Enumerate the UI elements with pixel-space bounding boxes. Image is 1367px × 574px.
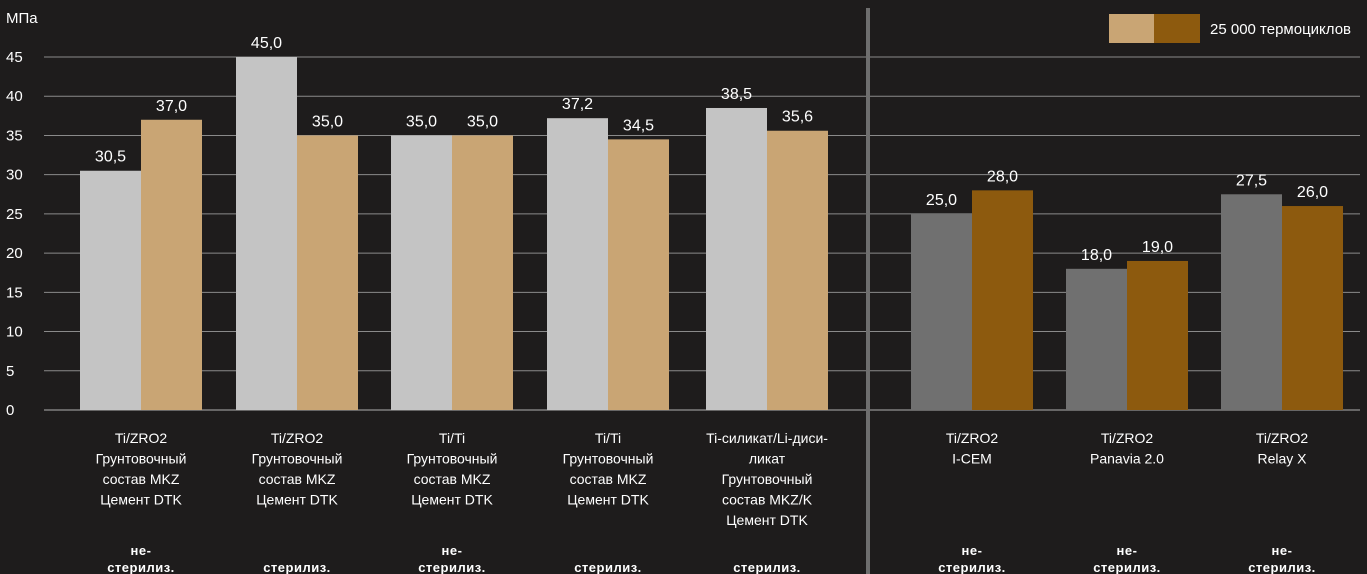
sterilization-label: стерилиз. [938,560,1006,574]
y-tick-label: 30 [6,167,23,184]
value-label: 35,6 [782,109,813,126]
category-label-line: Ti/ZRO2 [1256,430,1309,446]
legend: 25 000 термоциклов [1109,14,1351,43]
y-tick-label: 45 [6,49,23,66]
sterilization-label: стерилиз. [107,560,175,574]
category-label-line: Грунтовочный [407,451,498,467]
sterilization-label: стерилиз. [418,560,486,574]
sterilization-label: стерилиз. [263,560,331,574]
bar-g5-s1 [706,107,767,410]
y-tick-label: 20 [6,245,23,262]
category-label-line: Ti/ZRO2 [115,430,168,446]
legend-swatch-dark [1154,14,1200,43]
category-label-line: Relay X [1257,451,1307,467]
y-tick-label: 5 [6,363,14,380]
legend-label: 25 000 термоциклов [1210,21,1351,38]
category-label-line: Цемент DTK [567,492,649,508]
y-axis-unit: МПа [6,10,38,27]
value-label: 45,0 [251,35,282,52]
bar-g1-s2 [141,119,202,410]
bar-g3-s1 [391,135,452,410]
bar-g8-s1 [1221,194,1282,410]
sterilization-label: не- [1117,543,1138,558]
bar-g4-s2 [608,139,669,410]
value-label: 37,2 [562,96,593,113]
value-label: 26,0 [1297,184,1328,201]
value-label: 28,0 [987,168,1018,185]
value-label: 37,0 [156,98,187,115]
sterilization-label: не- [131,543,152,558]
bar-g2-s1 [236,57,297,410]
category-label-line: состав MKZ/K [722,492,813,508]
bar-g7-s1 [1066,268,1127,410]
category-label-line: Ti/ZRO2 [271,430,324,446]
bar-g1-s1 [80,170,141,410]
category-label-line: Ti/ZRO2 [1101,430,1154,446]
category-label-line: Грунтовочный [563,451,654,467]
category-label-line: I-CEM [952,451,992,467]
value-label: 19,0 [1142,239,1173,256]
value-labels: 30,5 37,0 45,0 35,0 35,0 35,0 37,2 34,5 38,5 35,6… [95,35,1328,264]
value-label: 34,5 [623,117,654,134]
category-label-line: состав MKZ [259,471,336,487]
category-label-line: Ti/Ti [439,430,465,446]
sterilization-label: стерилиз. [733,560,801,574]
value-label: 25,0 [926,192,957,209]
y-tick-label: 40 [6,88,23,105]
bar-g2-s2 [297,135,358,410]
sterilization-label: стерилиз. [1248,560,1316,574]
sterilization-label: не- [962,543,983,558]
sterilization-label: не- [442,543,463,558]
sterilization-label: стерилиз. [1093,560,1161,574]
category-label-line: состав MKZ [570,471,647,487]
bar-g6-s2 [972,190,1033,410]
category-label-line: ликат [749,451,786,467]
category-label-line: Грунтовочный [722,471,813,487]
bar-g4-s1 [547,118,608,410]
legend-swatch-light [1109,14,1154,43]
category-label-line: Цемент DTK [411,492,493,508]
sterilization-label: не- [1272,543,1293,558]
y-tick-label: 15 [6,284,23,301]
bar-g3-s2 [452,135,513,410]
category-label-line: Panavia 2.0 [1090,451,1164,467]
category-label-line: Ti/ZRO2 [946,430,999,446]
category-label-line: Цемент DTK [256,492,338,508]
category-labels: Ti/ZRO2 Грунтовочный состав MKZ Цемент DTK н… [96,430,1316,574]
bar-g5-s2 [767,130,828,410]
value-label: 27,5 [1236,172,1267,189]
y-tick-label: 0 [6,402,14,419]
y-tick-label: 35 [6,127,23,144]
sterilization-label: стерилиз. [574,560,642,574]
bars [80,57,1343,410]
category-label-line: Цемент DTK [100,492,182,508]
value-label: 30,5 [95,149,126,166]
y-tick-label: 10 [6,324,23,341]
y-tick-label: 25 [6,206,23,223]
category-label-line: состав MKZ [414,471,491,487]
category-label-line: Цемент DTK [726,512,808,528]
category-label-line: Ti-силикат/Li-диси- [706,430,828,446]
bar-g7-s2 [1127,260,1188,410]
value-label: 38,5 [721,86,752,103]
category-label-line: Грунтовочный [252,451,343,467]
value-label: 35,0 [312,113,343,130]
category-label-line: Ti/Ti [595,430,621,446]
value-label: 35,0 [406,113,437,130]
category-label-line: Грунтовочный [96,451,187,467]
y-axis-ticks: 0 5 10 15 20 25 30 35 40 45 [6,49,23,419]
bar-g6-s1 [911,213,972,410]
value-label: 35,0 [467,113,498,130]
category-label-line: состав MKZ [103,471,180,487]
value-label: 18,0 [1081,247,1112,264]
bar-g8-s2 [1282,206,1343,410]
